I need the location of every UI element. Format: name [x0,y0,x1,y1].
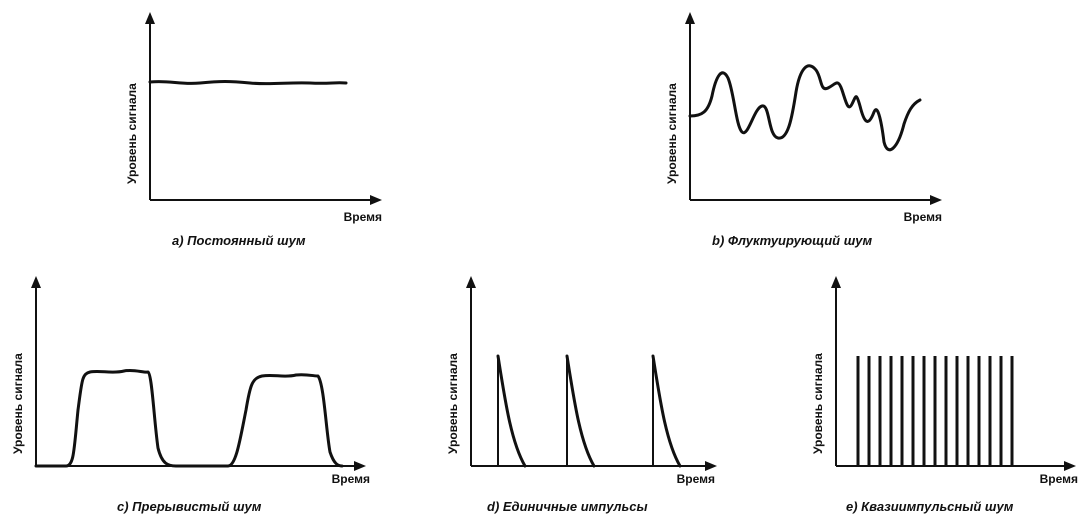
x-axis-label: Время [1040,472,1078,486]
y-axis-arrow [31,276,41,288]
x-axis-arrow [705,461,717,471]
x-axis-arrow [354,461,366,471]
x-axis-label: Время [344,210,382,224]
x-axis-label: Время [677,472,715,486]
panel-e-quasi-impulse-noise: Уровень сигнала Время [811,276,1078,486]
y-axis-label: Уровень сигнала [811,353,825,454]
y-axis-arrow [831,276,841,288]
panel-a-constant-noise: Уровень сигнала Время [125,12,382,224]
panel-d-single-pulses: Уровень сигнала Время [446,276,717,486]
y-axis-arrow [145,12,155,24]
quasi-impulse-train [856,356,1014,466]
y-axis-arrow [685,12,695,24]
x-axis-label: Время [332,472,370,486]
y-axis-arrow [466,276,476,288]
x-axis-label: Время [904,210,942,224]
pulse-1 [496,354,527,468]
panel-b-fluctuating-noise: Уровень сигнала Время [665,12,942,224]
y-axis-label: Уровень сигнала [446,353,460,454]
y-axis-label: Уровень сигнала [11,353,25,454]
caption-d: d) Единичные импульсы [487,499,648,514]
constant-signal-line [148,80,348,86]
caption-b: b) Флуктуирующий шум [712,233,873,248]
caption-e: e) Квазиимпульсный шум [846,499,1014,514]
x-axis-arrow [1064,461,1076,471]
pulse-2 [565,354,596,468]
caption-c: c) Прерывистый шум [117,499,262,514]
y-axis-label: Уровень сигнала [125,83,139,184]
intermittent-signal-curve [34,368,344,468]
panel-c-intermittent-noise: Уровень сигнала Время [11,276,370,486]
caption-a: a) Постоянный шум [172,233,306,248]
x-axis-arrow [930,195,942,205]
fluctuating-signal-curve [688,64,922,152]
y-axis-label: Уровень сигнала [665,83,679,184]
x-axis-arrow [370,195,382,205]
pulse-3 [651,354,682,468]
